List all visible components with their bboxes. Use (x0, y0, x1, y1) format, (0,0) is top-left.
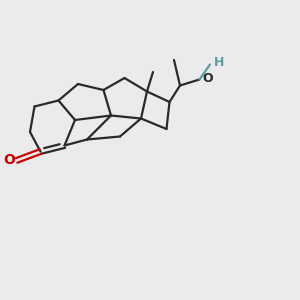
Text: H: H (214, 56, 224, 69)
Text: O: O (202, 71, 212, 85)
Text: O: O (3, 154, 15, 167)
